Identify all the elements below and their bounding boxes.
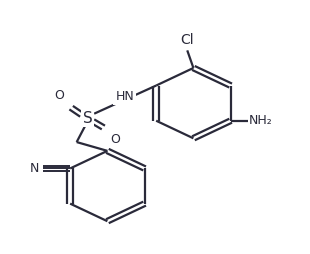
Text: HN: HN — [116, 90, 134, 103]
Text: NH₂: NH₂ — [249, 114, 273, 127]
Text: S: S — [82, 111, 92, 126]
Text: Cl: Cl — [180, 33, 194, 47]
Text: O: O — [110, 133, 120, 146]
Text: O: O — [54, 89, 64, 102]
Text: N: N — [30, 162, 39, 175]
